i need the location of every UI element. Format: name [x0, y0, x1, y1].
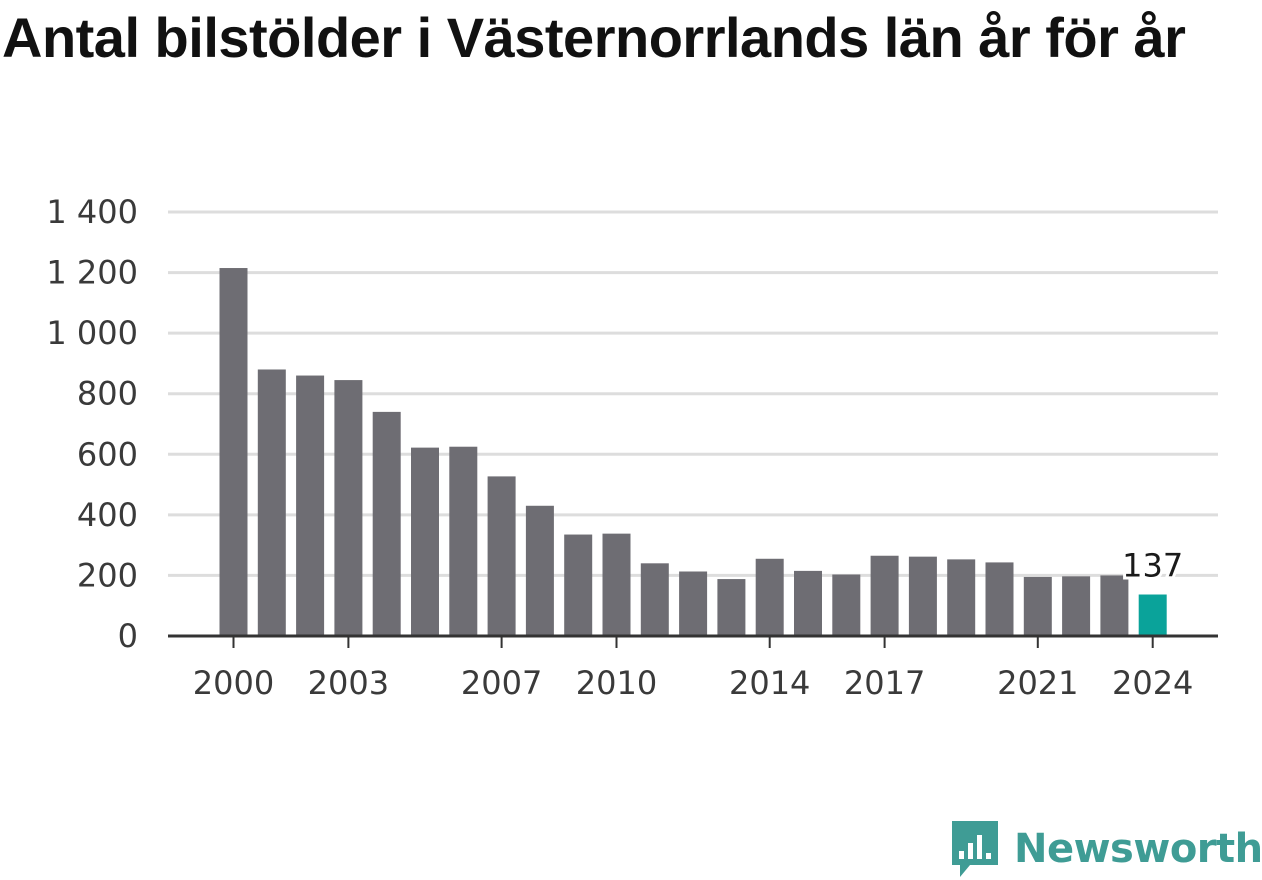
y-tick-label: 400: [77, 496, 138, 534]
bar-2009: [564, 534, 593, 636]
x-tick-label: 2003: [308, 664, 389, 702]
value-label-2024: 137: [1122, 547, 1183, 585]
y-tick-label: 1 000: [46, 314, 138, 352]
grid-lines: [168, 210, 1218, 577]
y-tick-label: 1 400: [46, 193, 138, 231]
bar-2001: [257, 369, 286, 636]
y-tick-label: 0: [118, 617, 138, 655]
y-tick-label: 600: [77, 435, 138, 473]
bar-2013: [717, 579, 746, 636]
bar-2000: [219, 268, 248, 636]
bar-2023: [1100, 575, 1129, 636]
bar-2012: [679, 571, 708, 636]
bar-2022: [1062, 576, 1091, 636]
chart-title: Antal bilstölder i Västernorrlands län å…: [2, 6, 1186, 69]
x-tick-label: 2014: [729, 664, 810, 702]
x-tick-label: 2021: [997, 664, 1078, 702]
bar-2007: [487, 476, 516, 636]
bar-2005: [411, 447, 439, 636]
x-axis-ticks: 2000 2003 2007 2010 2014 2017 2021 2024: [193, 636, 1193, 702]
bar-2024: [1138, 594, 1167, 636]
y-tick-label: 1 200: [46, 254, 138, 292]
bar-2010: [602, 533, 631, 636]
y-tick-label: 800: [77, 375, 138, 413]
bar-2020: [985, 562, 1014, 636]
y-axis-ticks: 0 200 400 600 800 1 000 1 200 1 400: [46, 193, 138, 655]
bar-2015: [794, 570, 822, 636]
bar-2006: [449, 446, 478, 636]
x-tick-label: 2024: [1112, 664, 1193, 702]
x-tick-label: 2010: [576, 664, 657, 702]
bar-2014: [755, 558, 784, 636]
bar-2011: [640, 563, 669, 636]
bar-2004: [372, 411, 401, 636]
x-tick-label: 2017: [844, 664, 925, 702]
bar-2018: [908, 556, 937, 636]
bar-2008: [525, 505, 554, 636]
bar-2003: [334, 380, 363, 636]
x-tick-label: 2000: [193, 664, 274, 702]
bar-2021: [1023, 576, 1052, 636]
y-tick-label: 200: [77, 556, 138, 594]
bar-2017: [870, 555, 899, 636]
bar-2016: [832, 574, 861, 636]
newsworthy-logo: Newsworthy: [950, 818, 1262, 880]
bar-2019: [947, 559, 976, 636]
bar-chart-speech-bubble-icon: [952, 821, 998, 877]
brand-name: Newsworthy: [1014, 826, 1262, 872]
bar-2002: [296, 375, 325, 636]
bars: [219, 268, 1167, 636]
x-tick-label: 2007: [461, 664, 542, 702]
